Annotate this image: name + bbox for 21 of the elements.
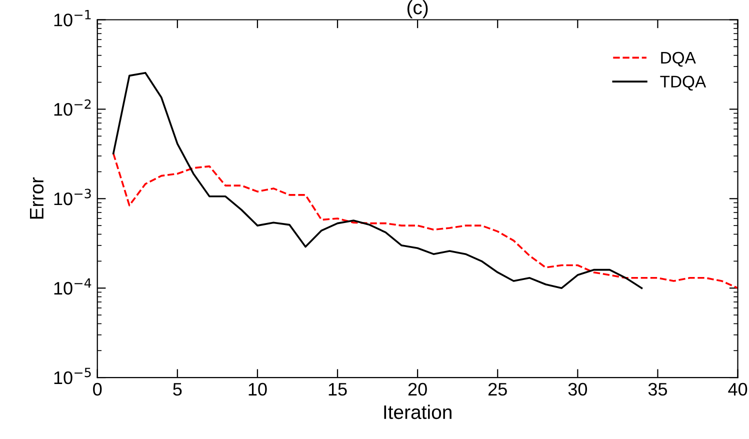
x-tick-label: 30 <box>568 382 588 396</box>
x-tick-label: 15 <box>328 383 347 396</box>
x-tick-label: 35 <box>648 382 667 396</box>
y-tick-label: 10$^{−4}$ <box>54 278 92 295</box>
x-axis-title: Iteration <box>384 404 452 420</box>
x-tick-label: 10 <box>248 382 267 396</box>
y-tick-label: 10$^{−5}$ <box>54 368 91 384</box>
x-tick-label: 40 <box>728 382 748 396</box>
line-series <box>112 72 643 289</box>
x-tick-label: 5 <box>173 383 182 396</box>
line-series <box>112 152 738 289</box>
y-tick-label: 10$^{−2}$ <box>54 99 91 116</box>
y-axis-title: Error <box>30 177 44 219</box>
y-tick-label: 10$^{−1}$ <box>54 10 91 26</box>
chart-title: (c) <box>407 0 428 18</box>
legend-label: TDQA <box>660 76 706 91</box>
x-tick-label: 0 <box>93 382 102 396</box>
legend-label: DQA <box>661 52 696 67</box>
y-tick-label: 10$^{−3}$ <box>54 188 91 206</box>
x-tick-label: 25 <box>488 382 507 396</box>
x-tick-label: 20 <box>408 382 427 396</box>
